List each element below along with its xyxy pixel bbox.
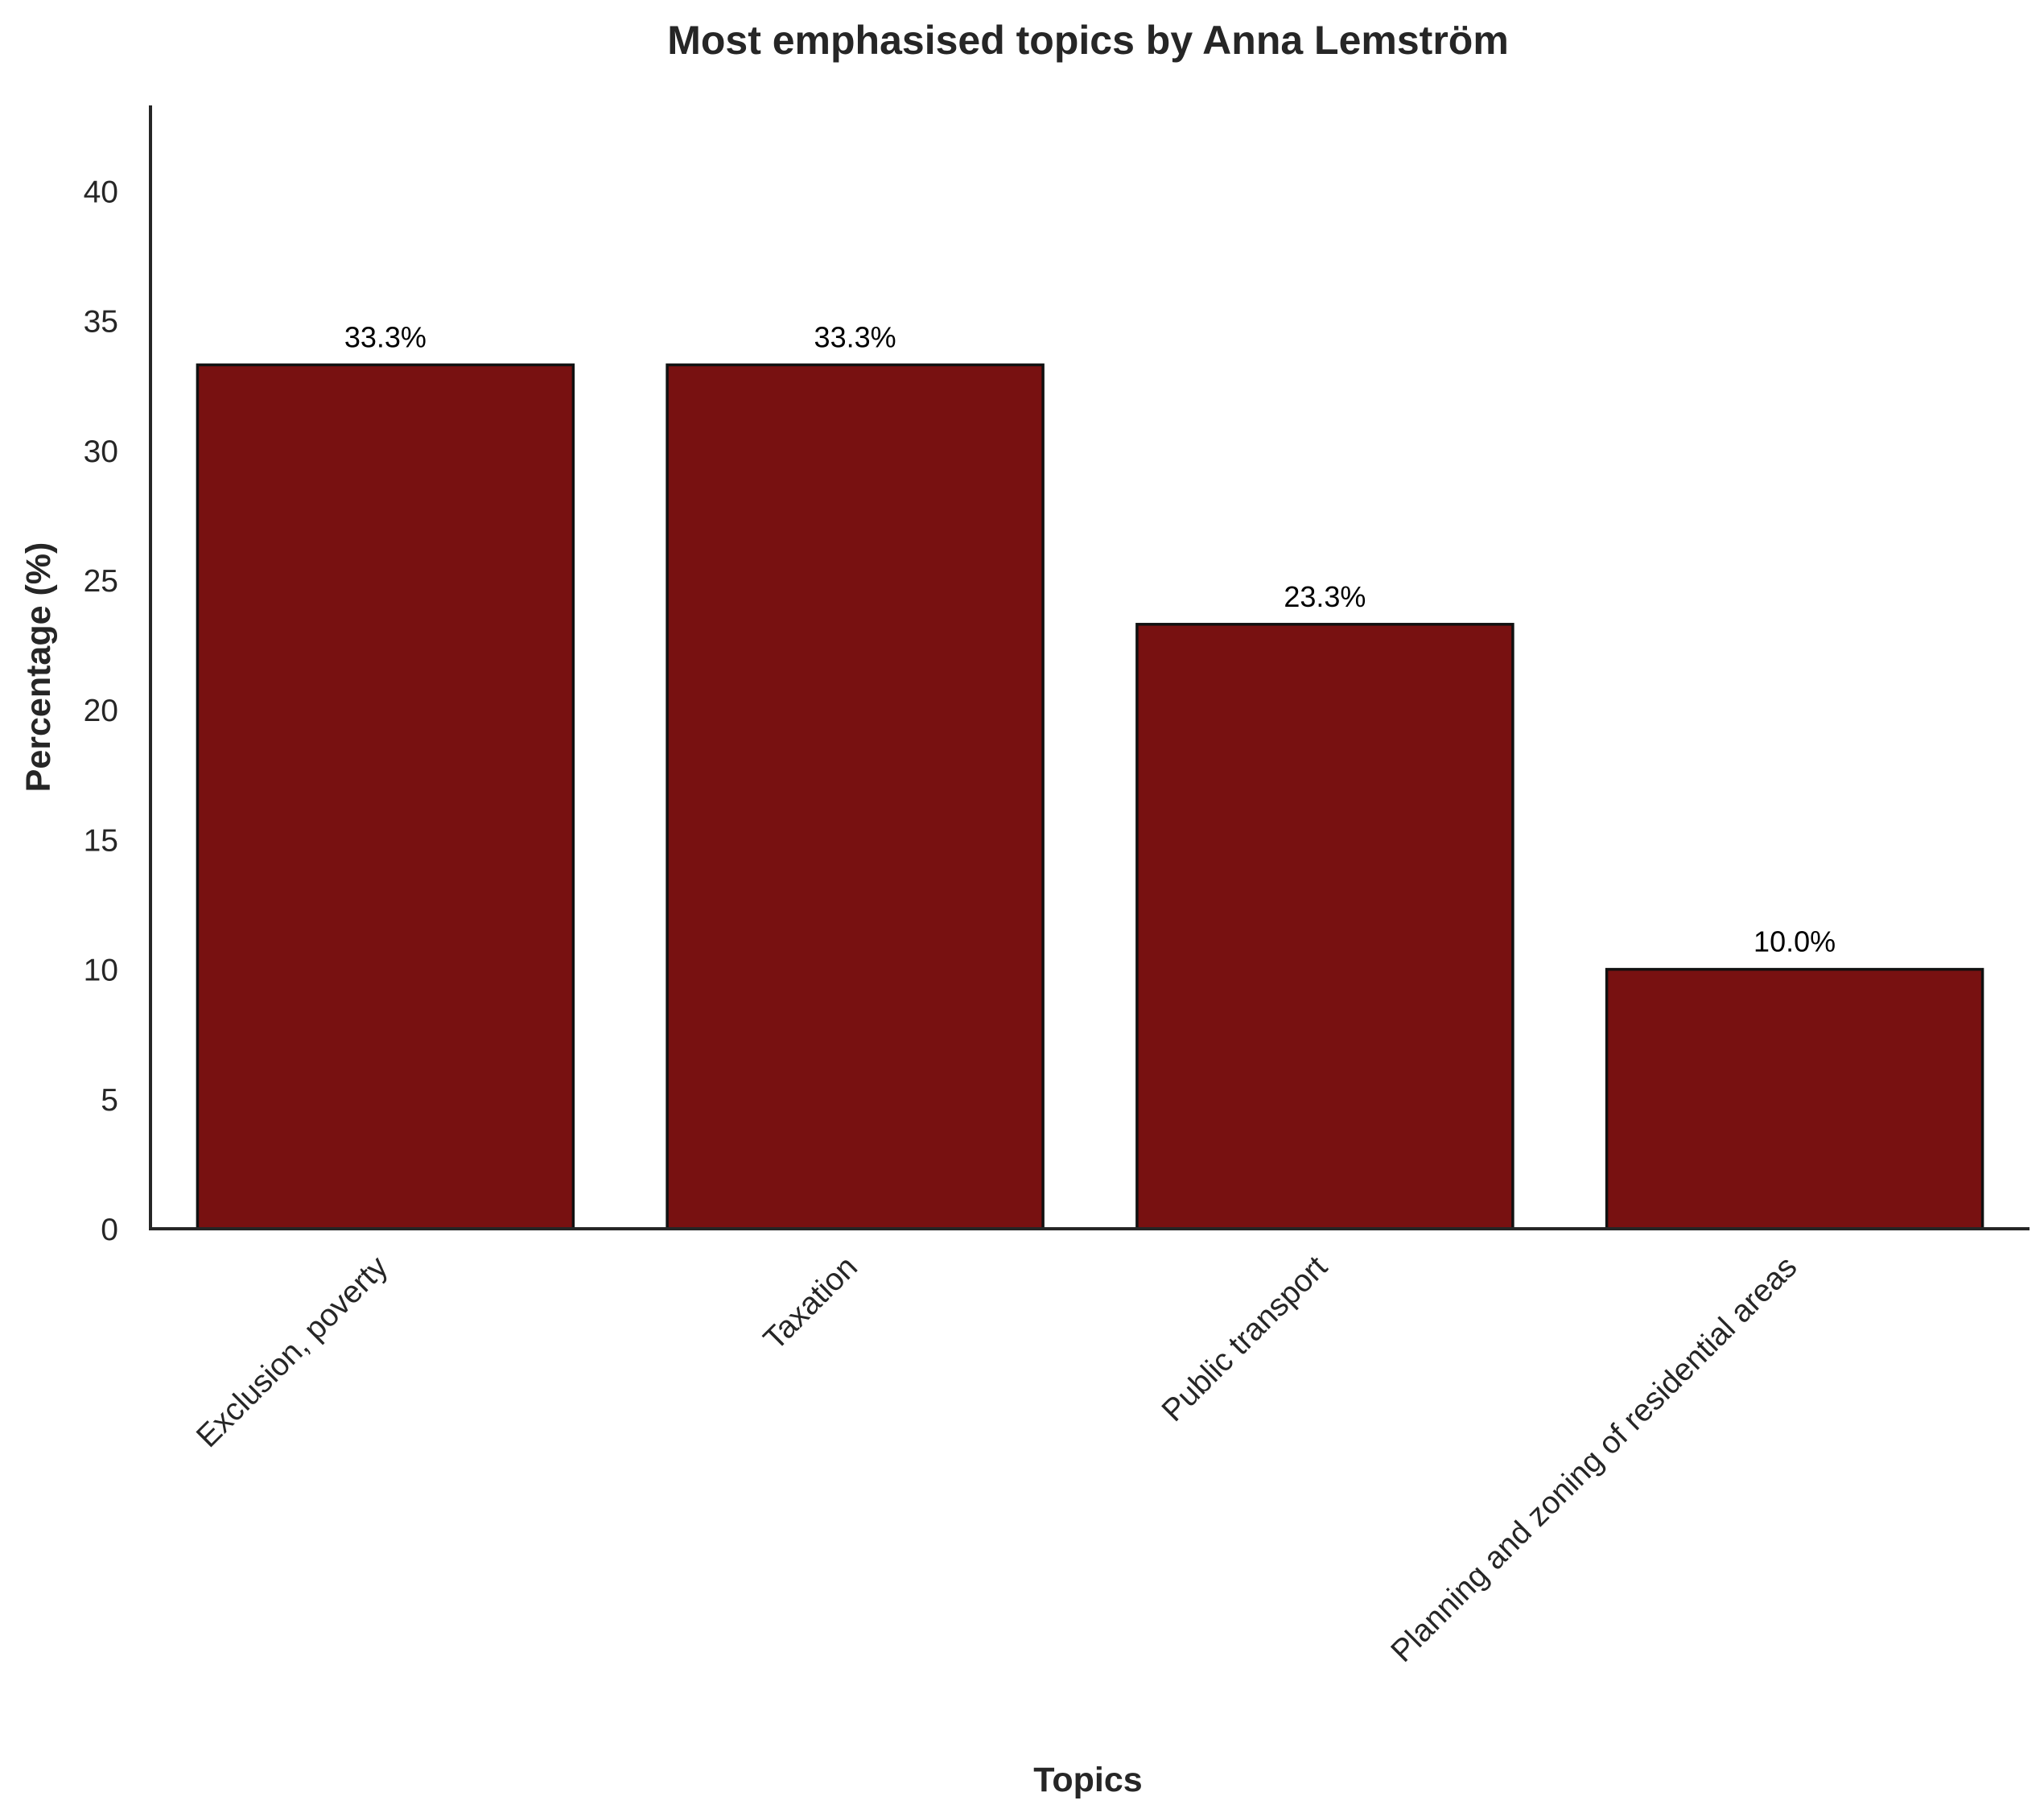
data-labels-group: 33.3% 33.3% 23.3% 10.0% — [344, 320, 1836, 958]
x-axis-label: Topics — [1033, 1761, 1142, 1799]
x-tick-label: Planning and zoning of residential areas — [1384, 1250, 1803, 1669]
y-tick-label: 0 — [101, 1213, 118, 1247]
chart-title: Most emphasised topics by Anna Lemström — [667, 18, 1509, 63]
y-axis-label: Percentage (%) — [19, 542, 58, 793]
bar — [196, 363, 575, 1230]
bar-value-label: 23.3% — [1284, 580, 1366, 613]
y-axis-ticks: 0 5 10 15 20 25 30 35 40 — [84, 175, 118, 1247]
y-tick-label: 40 — [84, 175, 118, 209]
x-tick-label: Taxation — [757, 1250, 864, 1357]
bar-value-label: 10.0% — [1753, 925, 1836, 958]
bar — [1605, 967, 1984, 1230]
y-tick-label: 30 — [84, 435, 118, 469]
x-axis-ticks: Exclusion, poverty Taxation Public transpo… — [190, 1250, 1803, 1669]
y-tick-label: 5 — [101, 1083, 118, 1118]
bar-value-label: 33.3% — [344, 320, 427, 353]
y-tick-label: 15 — [84, 823, 118, 858]
y-tick-label: 35 — [84, 305, 118, 340]
bars-group — [196, 363, 1984, 1230]
bar — [1135, 623, 1514, 1230]
x-tick-label: Public transport — [1156, 1250, 1334, 1428]
bar — [666, 363, 1045, 1230]
y-tick-label: 20 — [84, 694, 118, 728]
x-tick-label: Exclusion, poverty — [190, 1250, 395, 1455]
y-tick-label: 10 — [84, 954, 118, 988]
y-tick-label: 25 — [84, 564, 118, 599]
bar-value-label: 33.3% — [814, 320, 896, 353]
